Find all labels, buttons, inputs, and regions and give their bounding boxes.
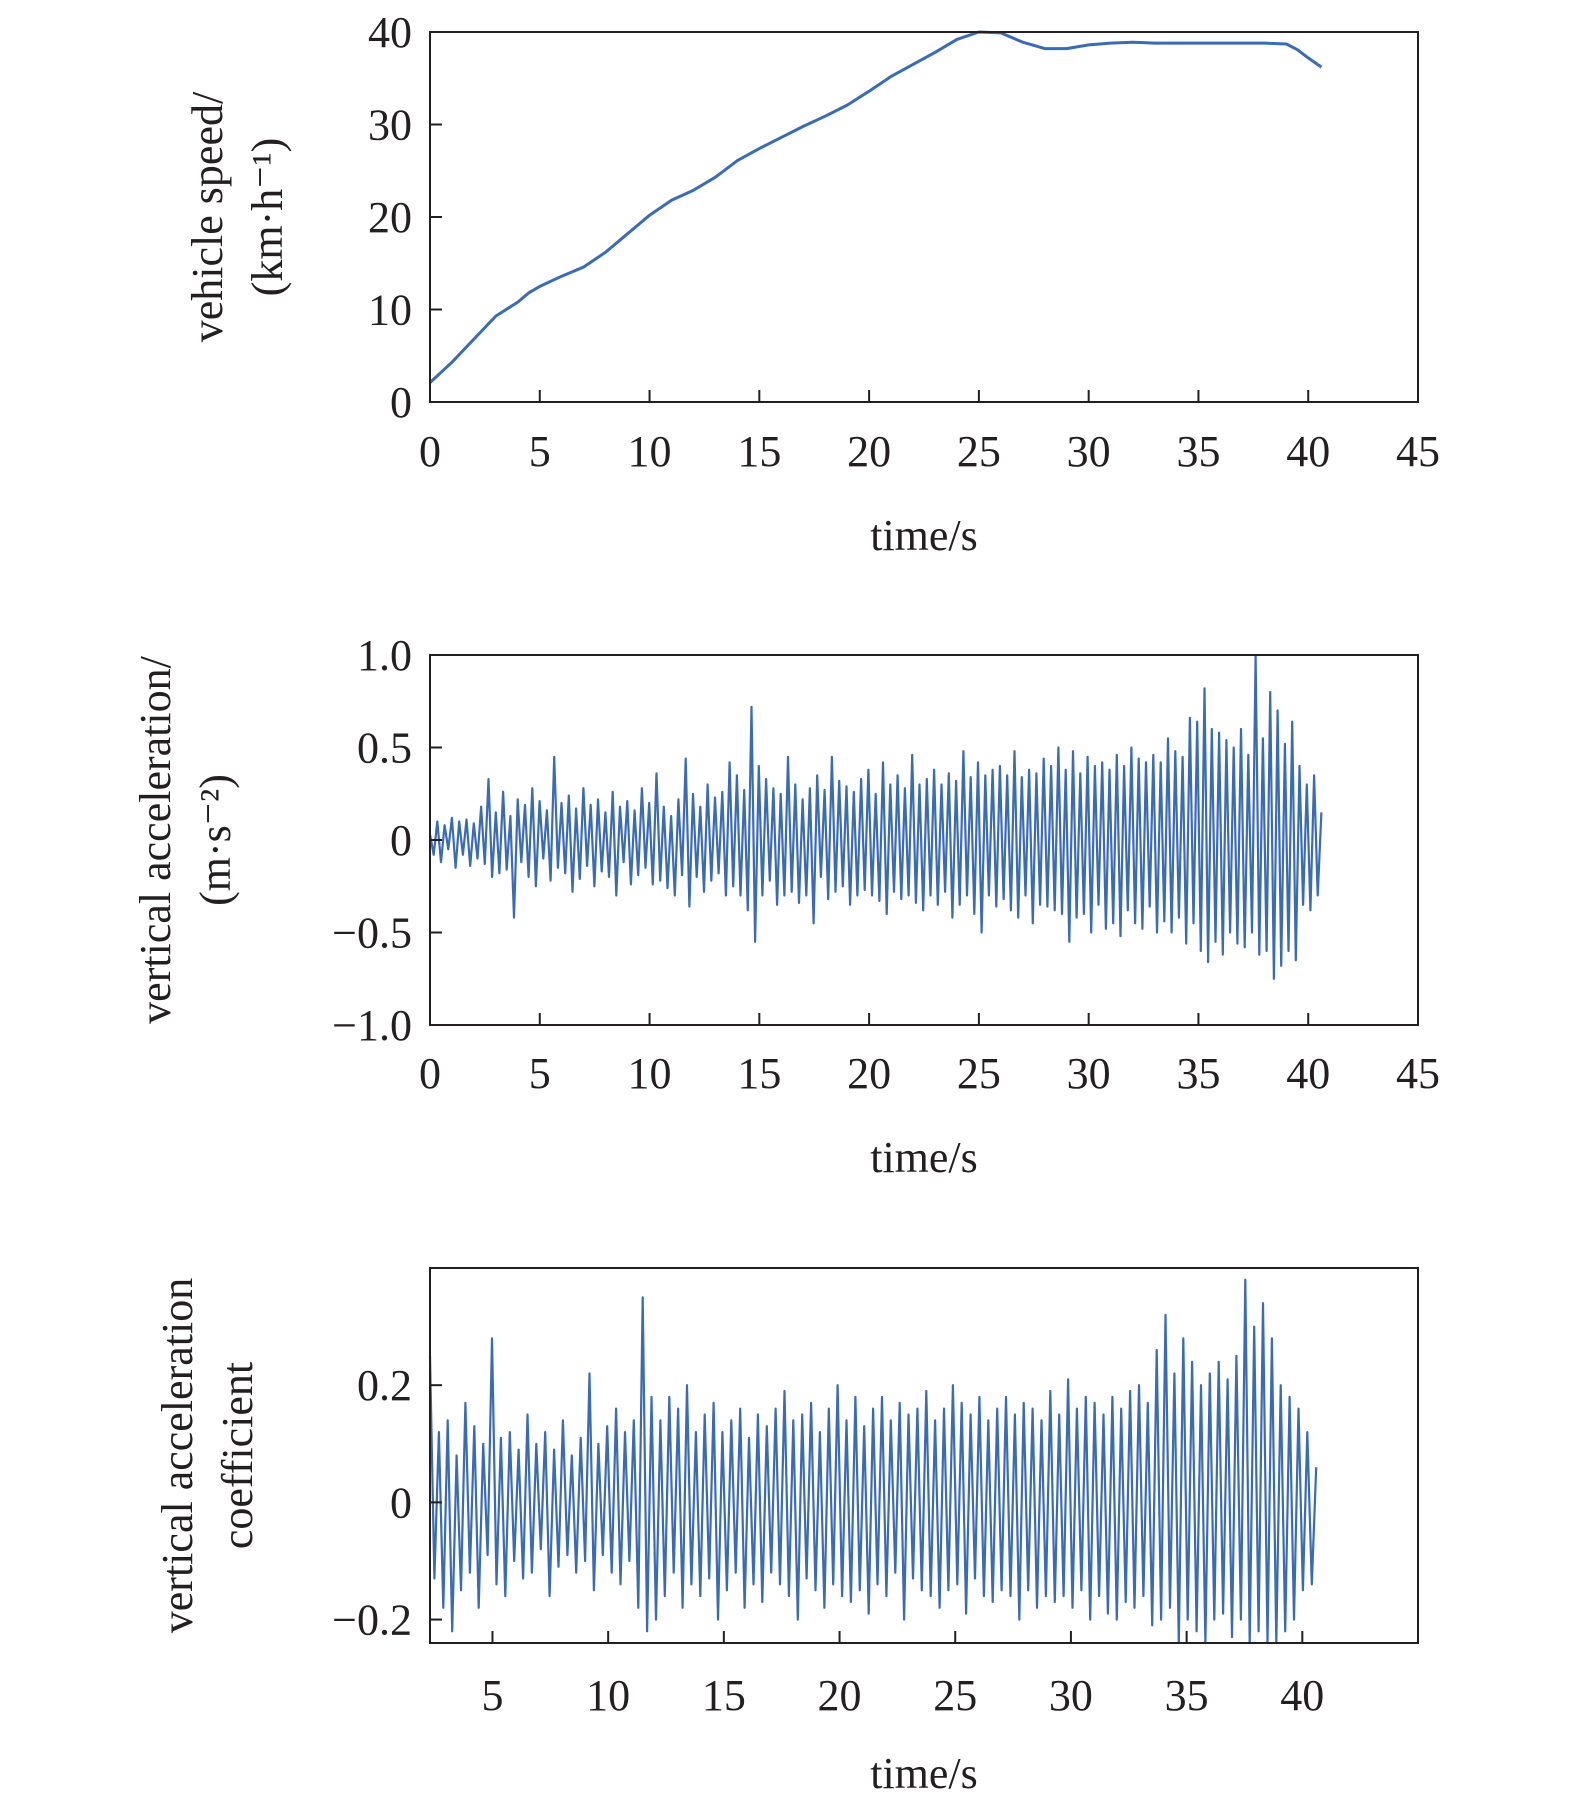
x-tick-label: 5 [529,1049,551,1098]
x-tick-label: 5 [481,1671,503,1720]
y-axis-label-line-2: (m·s⁻²) [191,774,240,906]
y-axis-label-line-2: (km·h⁻¹) [243,138,292,297]
x-tick-label: 35 [1165,1671,1209,1720]
x-tick-label: 25 [957,427,1001,476]
x-tick-label: 40 [1280,1671,1324,1720]
y-tick-label: 1.0 [357,631,412,680]
y-axis-label-line-1: vertical acceleration/ [131,655,180,1023]
x-tick-label: 20 [818,1671,862,1720]
x-tick-label: 45 [1396,1049,1440,1098]
x-axis-label: time/s [870,1133,978,1182]
x-tick-label: 0 [419,427,441,476]
y-tick-label: 20 [368,193,412,242]
y-tick-label: 10 [368,286,412,335]
x-tick-label: 30 [1067,1049,1111,1098]
x-axis-label: time/s [870,1749,978,1798]
series-line-3-1 [428,1278,1318,1645]
x-tick-label: 20 [847,1049,891,1098]
x-tick-label: 15 [737,427,781,476]
x-tick-label: 10 [628,427,672,476]
plot-frame [429,31,1419,403]
y-tick-label: 0.5 [357,724,412,773]
plot-frame [429,1267,1419,1644]
y-tick-label: 0.2 [357,1361,412,1410]
x-tick-label: 30 [1067,427,1111,476]
y-axis-label-line-1: vertical acceleration [153,1278,202,1633]
chart-panel-3: 5 10 15 20 25 30 35 40 0.2 0 −0.2 time/s vertical ac… [153,1267,1419,1798]
x-tick-label: 40 [1286,1049,1330,1098]
y-tick-label: 0 [390,816,412,865]
x-tick-label: 5 [529,427,551,476]
x-tick-label: 25 [933,1671,977,1720]
y-tick-label: −1.0 [332,1001,412,1050]
y-axis-label-line-2: coefficient [213,1362,262,1549]
x-tick-label: 25 [957,1049,1001,1098]
x-tick-label: 15 [702,1671,746,1720]
x-tick-label: 40 [1286,427,1330,476]
chart-panel-1: 0 5 10 15 20 25 30 35 40 45 0 10 20 30 40 time/s vehicle… [183,8,1440,560]
x-tick-label: 35 [1176,427,1220,476]
x-tick-label: 45 [1396,427,1440,476]
y-tick-label: 30 [368,101,412,150]
x-tick-label: 10 [586,1671,630,1720]
x-tick-label: 10 [628,1049,672,1098]
x-tick-label: 35 [1176,1049,1220,1098]
y-tick-label: 0 [390,1478,412,1527]
y-tick-label: 0 [390,378,412,427]
y-axis-label-line-1: vehicle speed/ [183,91,232,342]
y-tick-label: 40 [368,8,412,57]
x-tick-label: 15 [737,1049,781,1098]
series-line-2-1 [428,653,1323,980]
series-line-1-1 [428,30,1323,384]
x-axis-label: time/s [870,511,978,560]
x-tick-label: 0 [419,1049,441,1098]
x-tick-label: 30 [1049,1671,1093,1720]
y-tick-label: −0.5 [332,909,412,958]
x-tick-label: 20 [847,427,891,476]
chart-panel-2: 0 5 10 15 20 25 30 35 40 45 1.0 0.5 0 −0.5 −1.0 time/s v… [131,631,1440,1182]
y-tick-label: −0.2 [332,1596,412,1645]
